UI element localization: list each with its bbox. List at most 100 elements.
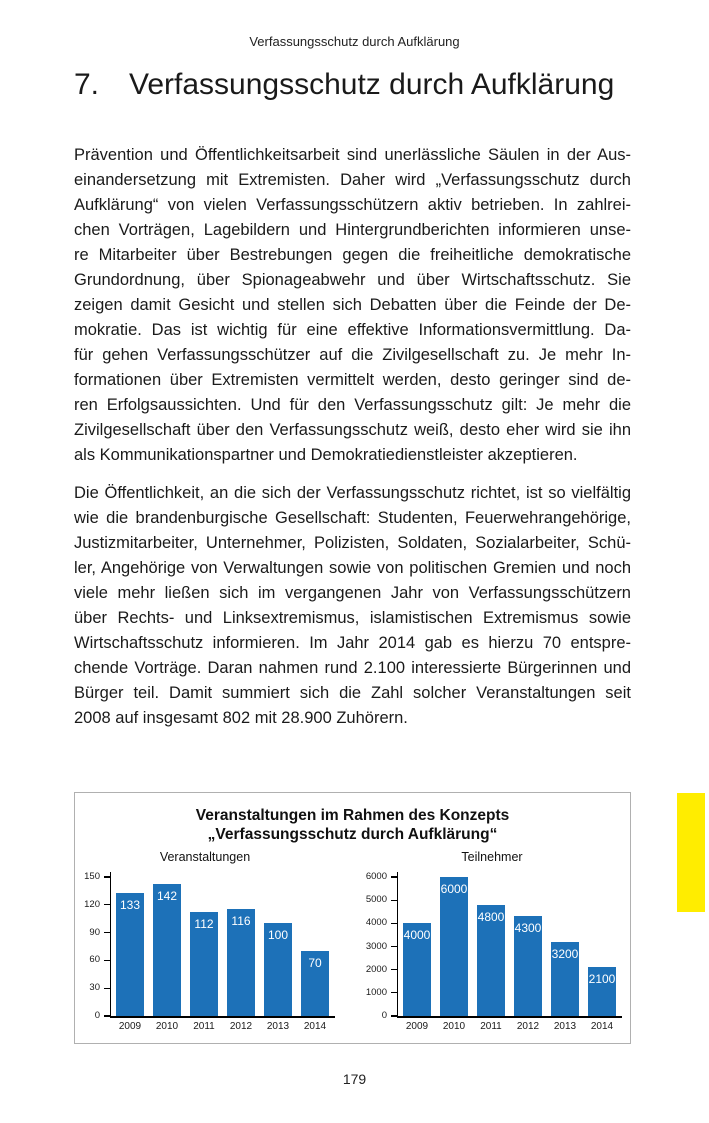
bar-value-label: 6000 [440, 882, 468, 896]
y-axis-label: 5000 [365, 894, 387, 906]
text-line: Wirtschaftsschutz informieren. Im Jahr 2… [74, 634, 631, 652]
x-axis-line [396, 1016, 622, 1018]
bar-2011: 4800 [477, 904, 505, 1016]
chart-title-veranstaltungen: Veranstaltungen [159, 850, 251, 864]
bar-value-label: 100 [267, 928, 289, 943]
bar-chart-teilnehmer: Teilnehmer 0 1000 2000 3000 4000 5000 6000 4000 2… [362, 850, 622, 1032]
bar-value-label: 4300 [514, 921, 542, 936]
running-header: Verfassungsschutz durch Aufklärung [249, 34, 460, 49]
text-line: einandersetzung mit Extremisten. Daher w… [74, 171, 631, 189]
text-line: wie die brandenburgische Gesellschaft: S… [74, 509, 631, 527]
y-axis-tick [104, 904, 110, 906]
body-text: Prävention und Öffentlichkeitsarbeit sin… [74, 143, 631, 731]
text-line: ren Erfolgsaussichten. Und für den Verfa… [74, 396, 631, 414]
y-axis-label: 90 [89, 926, 100, 938]
text-line: Die Öffentlichkeit, an die sich der Verf… [74, 484, 631, 502]
y-axis-label: 150 [84, 871, 100, 882]
text-line: re Mitarbeiter über Bestrebungen gegen d… [74, 246, 631, 264]
x-axis-label: 2009 [405, 1021, 429, 1032]
y-axis-label: 6000 [365, 871, 387, 882]
x-axis-label: 2014 [303, 1021, 327, 1032]
y-axis-line [396, 872, 398, 1016]
y-axis-tick [391, 969, 397, 971]
text-line: über Rechts- und Linksextremismus, islam… [74, 609, 631, 627]
x-axis-label: 2012 [516, 1021, 540, 1032]
text-line: für gehen Verfassungsschützer auf die Zi… [74, 346, 631, 364]
figure-box: Veranstaltungen im Rahmen des Konzepts „… [74, 792, 631, 1044]
bar-value-label: 133 [119, 897, 141, 912]
paragraph-2: Die Öffentlichkeit, an die sich der Verf… [74, 481, 631, 731]
y-axis-tick [104, 1015, 110, 1017]
bar-value-label: 70 [308, 956, 322, 971]
figure-title-line2: „Verfassungsschutz durch Aufklärung“ [207, 826, 498, 843]
text-line: viele mehr ließen sich im vergangenen Ja… [74, 584, 631, 602]
bar-value-label: 112 [194, 917, 214, 932]
y-axis-tick [391, 899, 397, 901]
bar-2009: 133 [116, 892, 144, 1016]
x-axis-label: 2011 [193, 1021, 215, 1032]
plot-area: 0 1000 2000 3000 4000 5000 6000 4000 2009 6000 201… [366, 872, 622, 1032]
bar-2010: 6000 [440, 877, 468, 1016]
bar-2011: 112 [190, 912, 218, 1016]
text-line: formationen über Extremisten vermittelt … [74, 371, 631, 389]
bar-value-label: 3200 [551, 946, 579, 961]
y-axis-tick [391, 876, 397, 878]
x-axis-label: 2010 [155, 1021, 179, 1032]
chapter-title: Verfassungsschutz durch Aufklärung [129, 68, 615, 101]
bar-2010: 142 [153, 884, 181, 1016]
charts-row: Veranstaltungen 0 30 60 90 120 150 133 2009 142 20… [75, 850, 630, 1032]
x-axis-label: 2009 [118, 1021, 142, 1032]
bar-2012: 116 [227, 908, 255, 1016]
y-axis-tick [391, 922, 397, 924]
y-axis-tick [104, 876, 110, 878]
chapter-number: 7. [74, 68, 100, 101]
x-axis-label: 2013 [553, 1021, 577, 1032]
y-axis-label: 0 [94, 1010, 100, 1021]
text-line: Grundordnung, über Spionageabwehr und üb… [74, 271, 631, 289]
plot-area: 0 30 60 90 120 150 133 2009 142 2010 112 2011 116 201… [84, 872, 335, 1032]
chapter-heading: 7. Verfassungsschutz durch Aufklärung [74, 66, 634, 104]
y-axis-label: 30 [89, 982, 100, 994]
x-axis-label: 2011 [480, 1021, 502, 1032]
chart-title-teilnehmer: Teilnehmer [461, 850, 523, 864]
y-axis-tick [104, 987, 110, 989]
y-axis-tick [104, 932, 110, 934]
text-line: chende Vorträge. Daran nahmen rund 2.100… [74, 659, 631, 677]
x-axis-label: 2012 [229, 1021, 253, 1032]
bar-value-label: 142 [156, 889, 178, 904]
bar-value-label: 116 [231, 913, 251, 928]
bar-value-label: 2100 [588, 972, 616, 987]
text-line: mokratie. Das ist wichtig für eine effek… [74, 321, 631, 339]
bar-2012: 4300 [514, 916, 542, 1016]
y-axis-label: 3000 [365, 940, 387, 952]
text-line: ler, Angehörige von Verwaltungen sowie v… [74, 559, 631, 577]
x-axis-label: 2010 [442, 1021, 466, 1032]
y-axis-label: 2000 [365, 963, 387, 975]
x-axis-label: 2014 [590, 1021, 614, 1032]
y-axis-label: 60 [89, 954, 100, 966]
bar-value-label: 4800 [477, 909, 505, 924]
text-line: Bürger teil. Damit summiert sich die Zah… [74, 684, 631, 702]
y-axis-tick [104, 959, 110, 961]
text-line: Aufklärung“ von vielen Verfassungsschütz… [74, 196, 631, 214]
text-line: als Kommunikationspartner und Demokratie… [74, 446, 578, 464]
figure-title: Veranstaltungen im Rahmen des Konzepts „… [75, 806, 630, 844]
text-line: Zivilgesellschaft über den Verfassungssc… [74, 421, 631, 439]
bar-2009: 4000 [403, 923, 431, 1016]
x-axis-label: 2013 [266, 1021, 290, 1032]
text-line: zeigen damit Gesicht und stellen sich De… [74, 296, 631, 314]
bar-2014: 70 [301, 951, 329, 1016]
text-line: 2008 auf insgesamt 802 mit 28.900 Zuhöre… [74, 709, 408, 727]
y-axis-label: 0 [381, 1010, 387, 1021]
y-axis-line [109, 872, 111, 1016]
figure-title-line1: Veranstaltungen im Rahmen des Konzepts [195, 807, 510, 824]
text-line: Justizmitarbeiter, Unternehmer, Polizist… [74, 534, 631, 552]
y-axis-label: 1000 [365, 986, 387, 998]
bar-chart-veranstaltungen: Veranstaltungen 0 30 60 90 120 150 133 2009 142 20… [75, 850, 335, 1032]
y-axis-tick [391, 1015, 397, 1017]
bar-2014: 2100 [588, 967, 616, 1016]
y-axis-tick [391, 945, 397, 948]
page-edge-marker [677, 793, 705, 912]
text-line: chen Vorträgen, Lagebildern und Hintergr… [74, 221, 631, 239]
